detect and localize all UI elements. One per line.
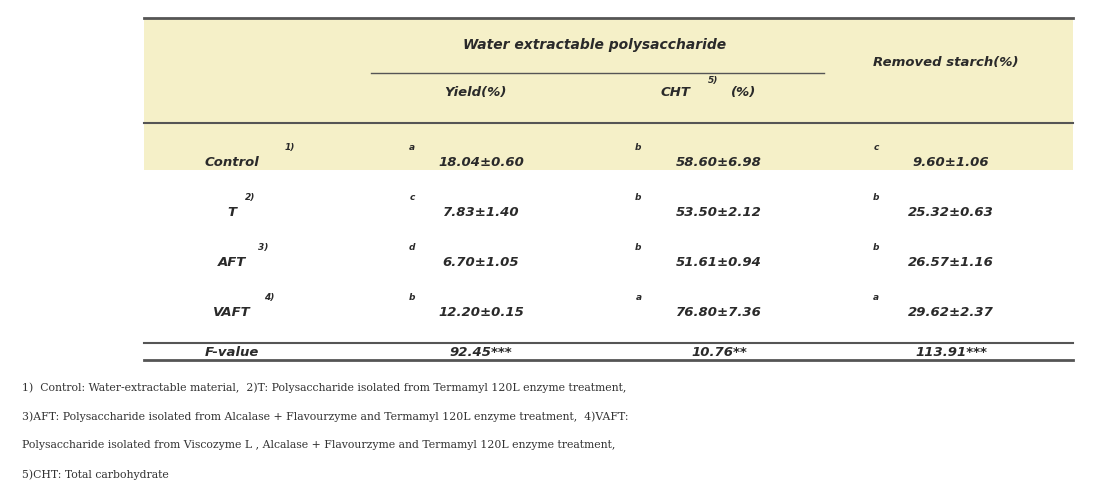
Text: b: b [873,193,879,202]
Text: 25.32±0.63: 25.32±0.63 [908,206,994,219]
Text: 3)AFT: Polysaccharide isolated from Alcalase + Flavourzyme and Termamyl 120L enz: 3)AFT: Polysaccharide isolated from Alca… [22,412,628,422]
Text: b: b [635,193,641,202]
Text: 3): 3) [258,243,268,252]
Text: a: a [873,293,879,302]
Text: b: b [635,143,641,152]
Text: a: a [408,143,415,152]
Text: Removed starch(%): Removed starch(%) [873,56,1019,69]
Text: F-value: F-value [205,346,260,359]
Text: 5)CHT: Total carbohydrate: 5)CHT: Total carbohydrate [22,470,169,480]
Text: Polysaccharide isolated from Viscozyme L , Alcalase + Flavourzyme and Termamyl 1: Polysaccharide isolated from Viscozyme L… [22,440,616,450]
Text: AFT: AFT [218,256,247,269]
Text: 5): 5) [708,76,718,84]
Text: c: c [409,193,415,202]
Text: 58.60±6.98: 58.60±6.98 [676,156,762,169]
Text: 92.45***: 92.45*** [450,346,512,359]
Text: 10.76**: 10.76** [691,346,747,359]
Text: b: b [635,243,641,252]
Text: 12.20±0.15: 12.20±0.15 [438,306,524,319]
Text: (%): (%) [731,86,757,99]
Text: 113.91***: 113.91*** [916,346,987,359]
Text: a: a [635,293,641,302]
Text: 2): 2) [244,193,254,202]
Text: d: d [408,243,415,252]
Text: Control: Control [205,156,260,169]
Text: 18.04±0.60: 18.04±0.60 [438,156,524,169]
FancyBboxPatch shape [144,18,1073,170]
Text: 1)  Control: Water-extractable material,  2)T: Polysaccharide isolated from Term: 1) Control: Water-extractable material, … [22,382,626,393]
Text: 51.61±0.94: 51.61±0.94 [676,256,762,269]
Text: 1): 1) [284,143,294,152]
Text: VAFT: VAFT [213,306,251,319]
Text: 7.83±1.40: 7.83±1.40 [442,206,520,219]
Text: c: c [874,143,879,152]
Text: 26.57±1.16: 26.57±1.16 [908,256,994,269]
Text: T: T [228,206,237,219]
Text: b: b [408,293,415,302]
Text: Water extractable polysaccharide: Water extractable polysaccharide [463,38,726,52]
Text: 9.60±1.06: 9.60±1.06 [912,156,990,169]
Text: 6.70±1.05: 6.70±1.05 [442,256,520,269]
Text: CHT: CHT [660,86,690,99]
Text: Yield(%): Yield(%) [445,86,507,99]
Text: 4): 4) [264,293,274,302]
Text: 53.50±2.12: 53.50±2.12 [676,206,762,219]
Text: 76.80±7.36: 76.80±7.36 [676,306,762,319]
Text: b: b [873,243,879,252]
Text: 29.62±2.37: 29.62±2.37 [908,306,994,319]
